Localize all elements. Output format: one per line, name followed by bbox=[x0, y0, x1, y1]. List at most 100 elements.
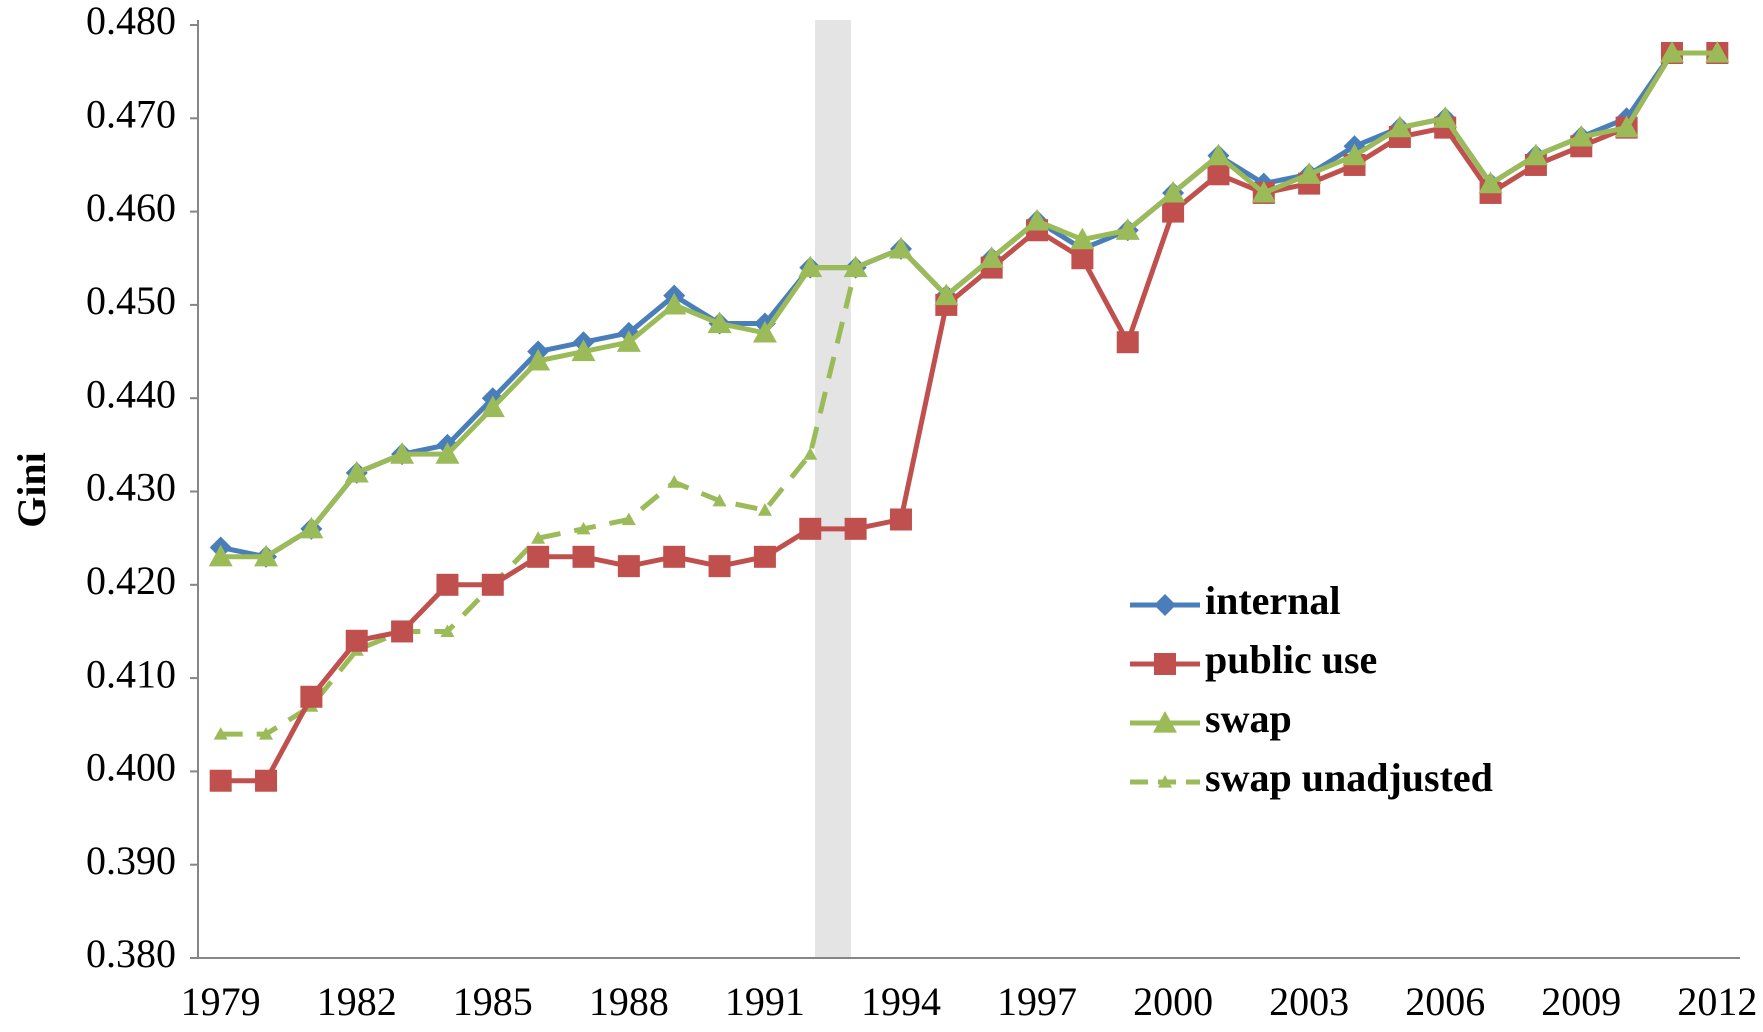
legend-label: internal bbox=[1205, 578, 1341, 623]
x-tick-label: 2009 bbox=[1541, 979, 1621, 1024]
series-marker bbox=[435, 442, 460, 464]
series-marker bbox=[390, 442, 415, 464]
series-marker bbox=[1523, 143, 1548, 166]
series-marker bbox=[527, 545, 550, 568]
series-marker bbox=[255, 769, 278, 792]
x-tick-label: 2003 bbox=[1269, 979, 1349, 1024]
series-marker bbox=[1206, 143, 1231, 166]
series-marker bbox=[440, 624, 455, 638]
series-line bbox=[220, 266, 859, 737]
series-marker bbox=[662, 292, 687, 315]
series-marker bbox=[979, 246, 1004, 268]
series-marker bbox=[1162, 200, 1185, 223]
series-marker bbox=[254, 544, 279, 567]
series-marker bbox=[752, 320, 777, 343]
series-marker bbox=[436, 573, 459, 596]
series-marker bbox=[571, 339, 596, 362]
legend-label: swap bbox=[1205, 696, 1292, 741]
series-marker bbox=[1116, 331, 1139, 354]
series-marker bbox=[1387, 115, 1412, 138]
y-tick-label: 0.410 bbox=[86, 651, 176, 696]
series-marker bbox=[1207, 163, 1230, 186]
series-marker bbox=[526, 348, 551, 371]
series-marker bbox=[391, 620, 414, 643]
series-marker bbox=[1614, 115, 1639, 138]
x-tick-label: 2006 bbox=[1405, 979, 1485, 1024]
series-marker bbox=[888, 236, 913, 259]
series-marker bbox=[345, 629, 368, 652]
series-marker bbox=[1433, 106, 1458, 128]
break-band bbox=[814, 20, 851, 958]
x-tick-label: 1979 bbox=[181, 979, 261, 1024]
series-marker bbox=[344, 460, 369, 483]
series-marker bbox=[712, 493, 727, 507]
x-tick-label: 2000 bbox=[1133, 979, 1213, 1024]
series-marker bbox=[843, 255, 868, 278]
series-line bbox=[220, 50, 1718, 560]
series-marker bbox=[708, 555, 731, 578]
series-marker bbox=[259, 727, 274, 740]
legend-label: swap unadjusted bbox=[1205, 755, 1493, 800]
series-marker bbox=[1115, 218, 1140, 240]
y-tick-label: 0.390 bbox=[86, 838, 176, 883]
x-tick-label: 1988 bbox=[589, 979, 669, 1024]
legend-marker bbox=[1153, 711, 1177, 733]
series-marker bbox=[1161, 180, 1186, 203]
series-marker bbox=[300, 685, 323, 708]
series-marker bbox=[663, 545, 686, 568]
y-tick-label: 0.450 bbox=[86, 278, 176, 323]
series-marker bbox=[616, 330, 641, 352]
legend-label: public use bbox=[1205, 637, 1377, 682]
series-marker bbox=[1025, 208, 1050, 231]
legend-marker bbox=[1154, 653, 1176, 675]
series-marker bbox=[707, 311, 732, 334]
legend-marker bbox=[1158, 775, 1172, 788]
series-marker bbox=[1070, 227, 1095, 250]
series-marker bbox=[667, 475, 682, 488]
y-tick-label: 0.460 bbox=[86, 185, 176, 230]
series-marker bbox=[531, 531, 546, 544]
series-marker bbox=[799, 517, 822, 540]
series-marker bbox=[803, 447, 818, 460]
y-tick-label: 0.380 bbox=[86, 931, 176, 976]
series-marker bbox=[844, 517, 867, 540]
x-tick-label: 1991 bbox=[725, 979, 805, 1024]
series-marker bbox=[1071, 247, 1094, 270]
series-marker bbox=[1705, 40, 1730, 63]
y-tick-label: 0.440 bbox=[86, 371, 176, 416]
series-marker bbox=[572, 545, 595, 568]
series-marker bbox=[208, 544, 233, 567]
x-tick-label: 2012 bbox=[1677, 979, 1757, 1024]
x-tick-label: 1982 bbox=[317, 979, 397, 1024]
series-line bbox=[220, 50, 1718, 784]
series-marker bbox=[753, 545, 776, 568]
series-marker bbox=[1297, 162, 1322, 184]
series-marker bbox=[1478, 171, 1503, 194]
x-tick-label: 1985 bbox=[453, 979, 533, 1024]
series-marker bbox=[299, 516, 324, 539]
series-marker bbox=[621, 512, 636, 526]
x-tick-label: 1994 bbox=[861, 979, 941, 1024]
series-line bbox=[220, 50, 1718, 560]
series-marker bbox=[617, 555, 640, 578]
series-marker bbox=[209, 769, 232, 792]
series-marker bbox=[1251, 180, 1276, 203]
legend-marker bbox=[1154, 594, 1176, 616]
series-marker bbox=[213, 727, 228, 740]
y-tick-label: 0.480 bbox=[86, 0, 176, 43]
series-marker bbox=[1569, 124, 1594, 147]
y-tick-label: 0.470 bbox=[86, 91, 176, 136]
series-marker bbox=[1342, 143, 1367, 166]
series-marker bbox=[757, 503, 772, 516]
series-marker bbox=[934, 283, 959, 306]
series-marker bbox=[576, 521, 591, 535]
y-tick-label: 0.430 bbox=[86, 465, 176, 510]
y-axis-label: Gini bbox=[9, 452, 54, 528]
series-marker bbox=[1659, 40, 1684, 63]
series-marker bbox=[798, 255, 823, 278]
y-tick-label: 0.400 bbox=[86, 745, 176, 790]
series-marker bbox=[889, 508, 912, 531]
x-tick-label: 1997 bbox=[997, 979, 1077, 1024]
series-marker bbox=[481, 573, 504, 596]
